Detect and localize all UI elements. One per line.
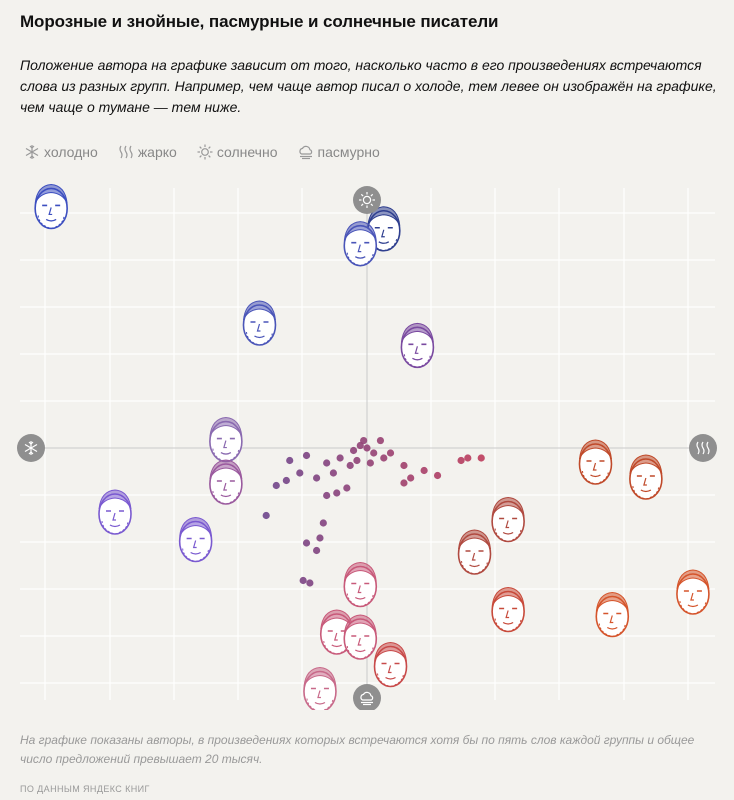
data-point xyxy=(313,546,321,555)
data-point xyxy=(360,436,368,445)
data-point xyxy=(464,454,472,462)
data-point xyxy=(336,454,344,462)
data-point xyxy=(302,451,311,460)
small-points xyxy=(262,436,485,587)
legend: холодно жарко солнечно пас xyxy=(24,144,380,160)
data-point xyxy=(313,474,321,482)
heat-waves-icon xyxy=(119,145,133,159)
cloud-icon xyxy=(360,691,374,706)
data-point xyxy=(386,449,395,457)
data-point xyxy=(282,476,290,485)
data-point xyxy=(286,456,294,465)
data-point xyxy=(296,469,304,477)
author-portrait xyxy=(578,439,613,485)
legend-item-cold: холодно xyxy=(24,144,98,160)
author-portrait xyxy=(629,454,663,500)
author-portrait xyxy=(595,591,630,638)
data-point xyxy=(299,576,307,585)
data-point xyxy=(346,461,354,470)
author-portrait xyxy=(178,516,213,563)
legend-label-cold: холодно xyxy=(44,144,98,160)
author-portrait xyxy=(209,459,243,505)
axis-badges xyxy=(17,186,717,710)
data-point xyxy=(316,534,324,542)
data-point xyxy=(272,481,280,490)
data-point xyxy=(457,456,465,465)
snowflake-icon xyxy=(25,145,39,159)
data-point xyxy=(366,459,374,467)
sun-icon xyxy=(359,192,375,208)
heat-waves-icon xyxy=(696,441,710,455)
author-portrait xyxy=(400,322,435,369)
data-point xyxy=(262,511,270,520)
data-point xyxy=(370,449,378,457)
data-source: ПО ДАННЫМ ЯНДЕКС КНИГ xyxy=(20,784,150,794)
author-portrait xyxy=(676,569,710,615)
author-portrait xyxy=(457,529,492,575)
data-point xyxy=(477,454,485,462)
data-point xyxy=(306,579,314,587)
author-portrait xyxy=(98,489,132,535)
data-point xyxy=(433,471,442,480)
data-point xyxy=(329,469,337,477)
data-point xyxy=(420,466,428,475)
page-subtitle: Положение автора на графике зависит от т… xyxy=(20,57,717,115)
cloud-axis-badge xyxy=(353,684,381,710)
scatter-plot xyxy=(17,183,717,710)
data-point xyxy=(380,454,388,462)
data-point xyxy=(407,474,415,482)
sun-icon xyxy=(197,144,213,160)
author-portrait xyxy=(491,496,525,543)
legend-item-hot: жарко xyxy=(118,144,177,160)
legend-item-cloudy: пасмурно xyxy=(298,144,380,160)
data-point xyxy=(400,461,408,470)
data-point xyxy=(319,519,327,527)
snowflake-icon xyxy=(24,441,38,455)
footnote: На графике показаны авторы, в произведен… xyxy=(20,733,695,766)
data-point xyxy=(343,484,351,492)
data-point xyxy=(400,479,408,487)
author-portrait xyxy=(491,586,525,633)
author-portrait xyxy=(373,641,408,688)
snowflake-axis-badge xyxy=(17,434,45,462)
author-portrait xyxy=(209,417,243,463)
data-point xyxy=(363,444,371,452)
author-portrait xyxy=(343,561,378,608)
cloud-icon xyxy=(298,145,312,160)
data-point xyxy=(323,491,331,500)
author-portraits xyxy=(34,183,710,710)
heat-waves-axis-badge xyxy=(689,434,717,462)
legend-label-hot: жарко xyxy=(137,144,177,160)
author-portrait xyxy=(242,300,277,346)
data-point xyxy=(376,436,385,445)
author-portrait xyxy=(343,614,378,660)
author-portrait xyxy=(343,221,378,267)
page-title: Морозные и знойные, пасмурные и солнечны… xyxy=(20,12,499,31)
data-point xyxy=(349,446,358,455)
author-portrait xyxy=(34,183,68,230)
author-portrait xyxy=(303,666,337,710)
data-point xyxy=(323,459,331,467)
data-point xyxy=(353,456,361,465)
data-point xyxy=(333,489,341,497)
sun-axis-badge xyxy=(353,186,381,214)
data-point xyxy=(302,539,311,547)
legend-label-sunny: солнечно xyxy=(216,144,278,160)
legend-item-sunny: солнечно xyxy=(197,144,278,160)
legend-label-cloudy: пасмурно xyxy=(317,144,380,160)
